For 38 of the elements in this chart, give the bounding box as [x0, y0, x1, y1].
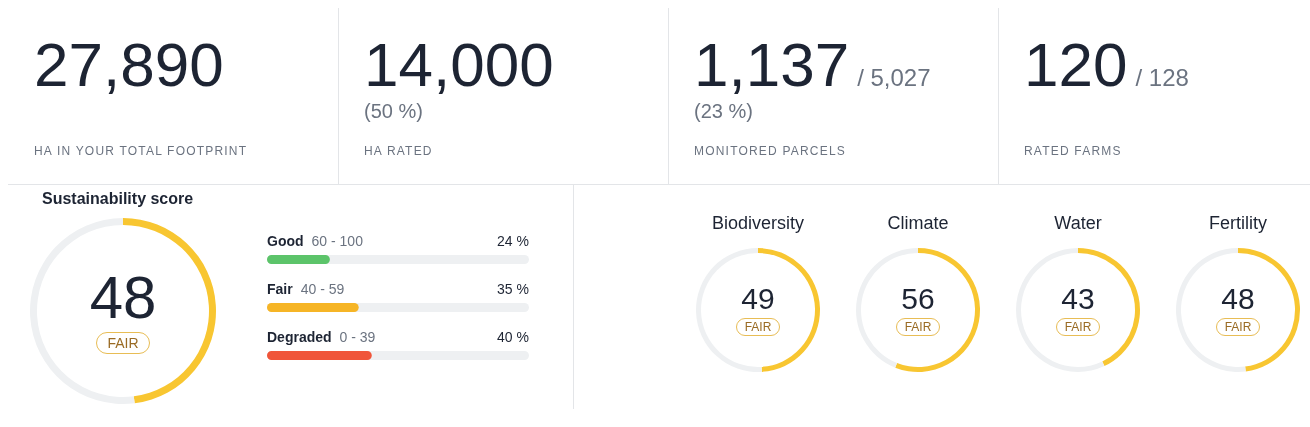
text: FAIR [96, 332, 150, 354]
annotation: 60 - 100 [311, 233, 364, 249]
data-label: 48 [1221, 282, 1255, 315]
category-label: Good [267, 233, 304, 249]
text: 1,137 [694, 30, 850, 100]
data-label: 40 % [497, 329, 529, 345]
text: 14,000 [364, 30, 554, 100]
text: / 5,027 [857, 64, 931, 92]
chart-title: Climate [887, 213, 949, 234]
data-label: 35 % [497, 281, 529, 297]
donut-slice [1016, 248, 1105, 372]
text: FAIR [1215, 318, 1261, 336]
text: FAIR [895, 318, 941, 336]
donut-slice [895, 248, 980, 372]
text: HA RATED [364, 144, 433, 158]
data-label: 24 % [497, 233, 529, 249]
chart-title: Sustainability score [42, 190, 194, 208]
text: MONITORED PARCELS [694, 144, 846, 158]
text: HA IN YOUR TOTAL FOOTPRINT [34, 144, 248, 158]
text: (50 %) [364, 100, 424, 123]
category-label: Fair [267, 281, 293, 297]
chart-title: Fertility [1209, 213, 1267, 234]
data-label: 56 [901, 282, 935, 315]
text: RATED FARMS [1024, 144, 1122, 158]
chart-title: Water [1054, 213, 1102, 234]
text: FAIR [735, 318, 781, 336]
text: / 128 [1135, 64, 1189, 92]
category-label: Degraded [267, 329, 332, 345]
chart-title: Biodiversity [711, 213, 805, 234]
annotation: 40 - 59 [300, 281, 345, 297]
data-label: 48 [89, 264, 157, 331]
text: 27,890 [34, 30, 224, 100]
text: 120 [1024, 30, 1128, 100]
text: FAIR [1055, 318, 1101, 336]
data-label: 49 [741, 282, 775, 315]
text: (23 %) [694, 100, 754, 123]
annotation: 0 - 39 [339, 329, 376, 345]
data-label: 43 [1061, 282, 1095, 315]
